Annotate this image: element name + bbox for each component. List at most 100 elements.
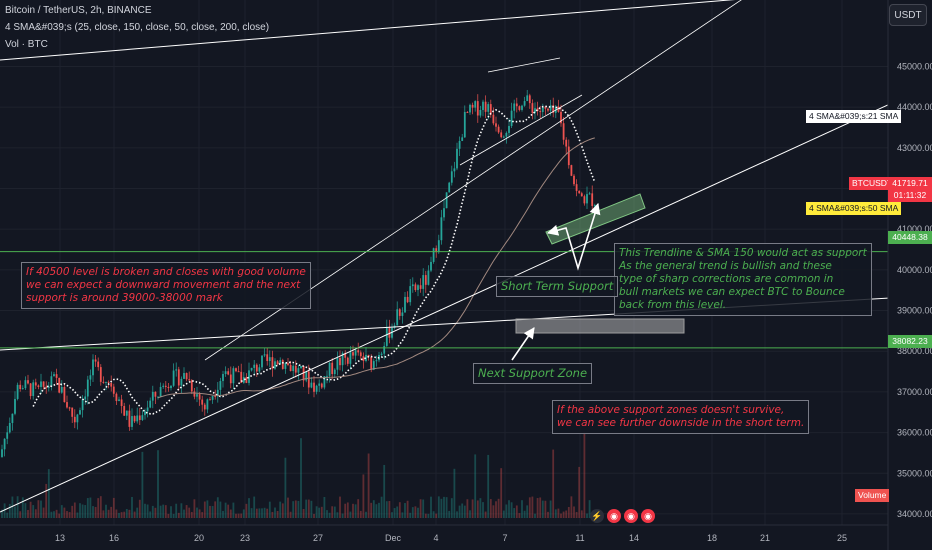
candle-body xyxy=(580,193,583,197)
volume-bar xyxy=(396,506,399,518)
symbol-label: BTCUSDT xyxy=(849,177,896,190)
event-icon-2[interactable]: ◉ xyxy=(641,509,655,523)
candle-body xyxy=(261,355,263,368)
next-support-arrow[interactable] xyxy=(511,327,535,361)
volume-bar xyxy=(79,503,81,518)
candle-body xyxy=(235,368,237,372)
volume-bar xyxy=(164,505,167,518)
candle-body xyxy=(6,432,9,439)
support-note[interactable]: This Trendline & SMA 150 would act as su… xyxy=(614,243,872,316)
candle-body xyxy=(463,111,466,138)
candle-body xyxy=(349,352,352,364)
next-support-zone-box[interactable] xyxy=(515,318,685,334)
volume-bar xyxy=(209,505,211,518)
channel-line-top[interactable] xyxy=(487,57,561,73)
volume-bar xyxy=(479,498,482,518)
candle-body xyxy=(105,381,107,383)
channel-line-inner[interactable] xyxy=(459,94,583,166)
candle-body xyxy=(21,388,24,390)
support-arrows[interactable] xyxy=(546,202,601,271)
candle-body xyxy=(430,261,432,271)
next-support-note[interactable]: Next Support Zone xyxy=(473,363,593,384)
candle-body xyxy=(71,407,74,417)
volume-bar xyxy=(136,507,139,518)
candle-body xyxy=(437,240,440,253)
price-tick-label: 41000.00 xyxy=(897,224,932,234)
candle-body xyxy=(128,410,131,427)
volume-bar xyxy=(518,513,521,518)
volume-bar xyxy=(50,511,53,518)
time-tick-label: 7 xyxy=(502,533,507,543)
candle-body xyxy=(240,371,243,383)
candle-body xyxy=(427,270,430,285)
volume-bar xyxy=(539,497,542,518)
candle-body xyxy=(440,217,443,241)
volume-bar xyxy=(354,504,357,518)
candle-body xyxy=(229,374,232,384)
time-tick-label: 21 xyxy=(760,533,770,543)
trendline-top[interactable] xyxy=(0,0,790,61)
candle-body xyxy=(292,365,295,372)
trendline-main[interactable] xyxy=(0,103,891,513)
candle-body xyxy=(562,123,565,140)
candle-body xyxy=(167,386,170,389)
volume-bar xyxy=(196,507,198,518)
volume-bar xyxy=(55,509,58,518)
volume-bar xyxy=(167,513,170,518)
candle-body xyxy=(3,438,6,450)
candle-body xyxy=(445,192,448,209)
breakdown-line-2: we can expect a downward movement and th… xyxy=(26,279,301,291)
volume-bar xyxy=(586,513,588,518)
time-axis[interactable]: 13 16 20 23 27 Dec 4 7 11 14 18 21 25 xyxy=(55,533,847,543)
time-tick-label: Dec xyxy=(385,533,402,543)
candle-body xyxy=(279,360,282,365)
candle-body xyxy=(505,132,508,137)
volume-bar xyxy=(502,510,505,518)
currency-button[interactable]: USDT xyxy=(889,4,927,26)
short-term-support-note[interactable]: Short Term Support xyxy=(496,276,619,297)
earnings-icon[interactable]: ◉ xyxy=(607,509,621,523)
candle-body xyxy=(45,386,48,388)
candle-body xyxy=(60,386,63,393)
breakdown-note[interactable]: If 40500 level is broken and closes with… xyxy=(21,262,311,309)
event-icon-1[interactable]: ◉ xyxy=(624,509,638,523)
candle-body xyxy=(222,374,224,382)
candle-body xyxy=(328,362,331,376)
candle-body xyxy=(107,381,110,383)
candle-body xyxy=(79,410,81,415)
volume-bar xyxy=(237,513,240,518)
candle-body xyxy=(281,360,284,369)
volume-bar xyxy=(274,507,276,518)
volume-bar xyxy=(248,498,250,518)
candle-body xyxy=(489,104,492,115)
volume-bar xyxy=(580,510,583,518)
candle-body xyxy=(253,364,256,368)
volume-bar xyxy=(313,513,315,518)
flash-icon[interactable]: ⚡ xyxy=(590,509,604,523)
volume-bar xyxy=(453,468,456,518)
volume-bar xyxy=(365,511,367,518)
volume-bar xyxy=(76,512,79,518)
candle-body xyxy=(341,352,344,366)
price-tick-label: 45000.00 xyxy=(897,61,932,71)
volume-bar xyxy=(177,512,180,518)
volume-label: Volume xyxy=(855,489,890,502)
candle-body xyxy=(24,380,27,389)
candle-body xyxy=(258,367,261,372)
candle-body xyxy=(326,375,328,377)
volume-bar xyxy=(450,498,453,518)
candle-body xyxy=(573,175,575,185)
time-tick-label: 20 xyxy=(194,533,204,543)
sma-indicator-legend[interactable]: 4 SMA&#039;s (25, close, 150, close, 50,… xyxy=(5,22,270,33)
symbol-title[interactable]: Bitcoin / TetherUS, 2h, BINANCE xyxy=(5,5,152,16)
candle-body xyxy=(131,416,133,427)
volume-indicator-legend[interactable]: Vol · BTC xyxy=(5,39,48,50)
candle-body xyxy=(484,101,487,112)
volume-bar xyxy=(544,500,547,518)
volume-bar xyxy=(567,507,570,518)
volume-bar xyxy=(235,513,237,518)
volume-bar xyxy=(352,503,354,518)
volume-bar xyxy=(505,504,508,518)
volume-bar xyxy=(326,510,328,518)
downside-note[interactable]: If the above support zones doesn't survi… xyxy=(552,400,810,434)
